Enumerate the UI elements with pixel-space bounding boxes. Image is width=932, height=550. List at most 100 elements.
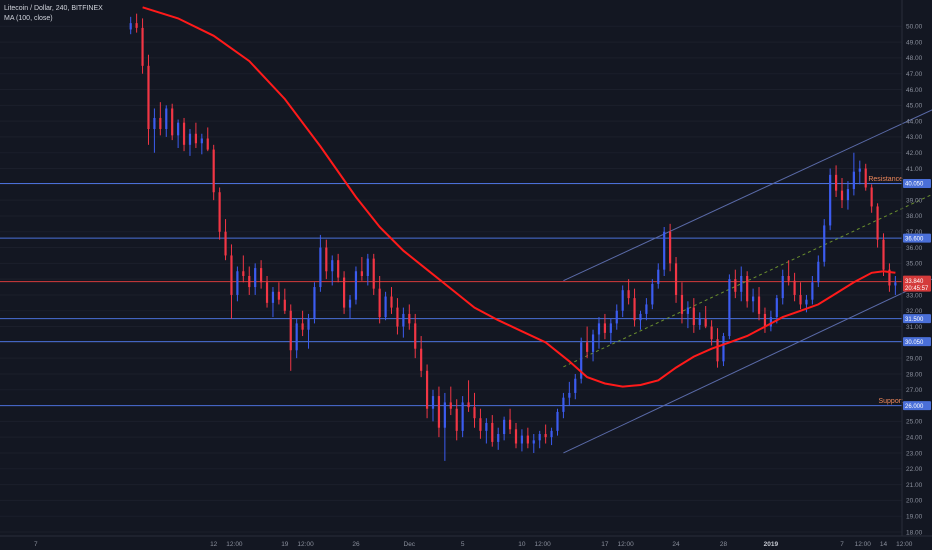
channel-midline[interactable] (563, 187, 932, 368)
candle-body (141, 27, 144, 66)
level-price-tag-text: 36.600 (905, 236, 924, 242)
candle-body (390, 296, 393, 308)
candle-body (497, 434, 500, 442)
price-tick-label: 35.00 (906, 261, 923, 268)
candle-body (265, 282, 269, 303)
price-tick-label: 47.00 (906, 71, 923, 78)
chart-legend: Litecoin / Dollar, 240, BITFINEX MA (100… (4, 4, 103, 24)
candle-body (301, 323, 304, 330)
candle-body (135, 23, 138, 28)
time-tick-label: 12:00 (535, 541, 552, 548)
candle-body (402, 313, 405, 327)
price-tick-label: 36.00 (906, 245, 923, 252)
time-tick-label: 12:00 (855, 541, 872, 548)
candle-body (817, 261, 820, 283)
candle-body (378, 288, 381, 318)
price-tick-label: 50.00 (906, 24, 923, 31)
price-tick-label: 45.00 (906, 103, 923, 110)
candle-body (508, 419, 512, 430)
candle-body (864, 168, 867, 188)
price-tick-label: 29.00 (906, 355, 923, 362)
price-tick-label: 23.00 (906, 450, 923, 457)
indicator-title[interactable]: MA (100, close) (4, 15, 53, 22)
candle-body (852, 171, 855, 190)
candle-body (716, 339, 719, 362)
time-tick-label: 14 (880, 541, 888, 548)
candle-body (307, 318, 310, 330)
candle-body (597, 323, 601, 335)
candle-body (414, 323, 417, 349)
price-channel[interactable] (563, 102, 932, 454)
candle-body (586, 342, 589, 352)
candle-body (728, 279, 731, 337)
candle-body (781, 275, 784, 299)
candle-body (182, 122, 186, 145)
candle-body (746, 275, 749, 302)
current-price-countdown: 20:45:57 (905, 286, 929, 292)
level-price-tag (903, 179, 931, 189)
candle-body (757, 296, 761, 314)
channel-lower-line[interactable] (563, 271, 932, 454)
candle-body (420, 348, 423, 371)
time-tick-label: 2019 (764, 541, 779, 548)
time-tick-label: Dec (404, 541, 416, 548)
candle-body (894, 282, 897, 286)
channel-upper-line[interactable] (563, 102, 932, 282)
candle-body (331, 260, 334, 272)
level-price-tag (903, 337, 931, 347)
time-tick-label: 12:00 (226, 541, 243, 548)
candle-body (165, 108, 168, 130)
candle-body (674, 263, 678, 295)
time-tick-label: 7 (34, 541, 38, 548)
candle-body (680, 294, 684, 314)
candle-body (532, 440, 535, 444)
level-price-tag-text: 40.050 (905, 182, 924, 188)
candle-body (556, 411, 559, 431)
price-tick-label: 18.00 (906, 529, 923, 536)
level-price-tag-text: 30.050 (905, 340, 924, 346)
candle-body (129, 23, 132, 30)
candle-body (787, 275, 790, 281)
time-axis[interactable]: 7 12 12:00 19 12:00 26 Dec 5 10 12:00 17 12:00 24 28 2… (34, 541, 913, 548)
candle-body (153, 117, 156, 130)
candle-body (437, 396, 441, 428)
candle-body (793, 280, 796, 295)
candle-body (734, 279, 737, 292)
level-price-tag (903, 401, 931, 411)
level-label: Support (878, 398, 903, 405)
candle-body (840, 190, 844, 201)
candle-body (177, 122, 180, 136)
candle-body (188, 133, 192, 145)
candle-body (568, 392, 571, 398)
candle-body (491, 422, 494, 442)
candle-body (882, 239, 885, 270)
candle-body (461, 402, 464, 431)
candle-body (858, 168, 861, 172)
candle-body (372, 258, 375, 289)
symbol-title[interactable]: Litecoin / Dollar, 240, BITFINEX (4, 5, 103, 12)
time-tick-label: 12:00 (297, 541, 314, 548)
candle-body (449, 402, 452, 409)
candle-body (574, 378, 577, 393)
candle-body (692, 307, 695, 325)
candle-body (669, 231, 672, 264)
candle-body (242, 271, 245, 276)
candle-body (763, 313, 767, 327)
time-tick-label: 7 (840, 541, 844, 548)
candle-body (479, 418, 482, 431)
price-axis[interactable]: 50.00 49.00 48.00 47.00 46.00 45.00 44.00 43.00… (906, 24, 923, 537)
candle-body (633, 298, 636, 321)
level-price-tag-text: 26.000 (905, 404, 924, 410)
level-price-tag (903, 314, 931, 324)
price-tick-label: 21.00 (906, 482, 923, 489)
candle-body (722, 336, 725, 362)
candle-body (254, 268, 257, 288)
candle-body (260, 268, 263, 283)
current-price-tag (903, 275, 931, 292)
time-tick-label: 12:00 (618, 541, 635, 548)
candle-body (639, 313, 642, 321)
candle-body (645, 304, 648, 314)
candle-body (366, 258, 369, 276)
